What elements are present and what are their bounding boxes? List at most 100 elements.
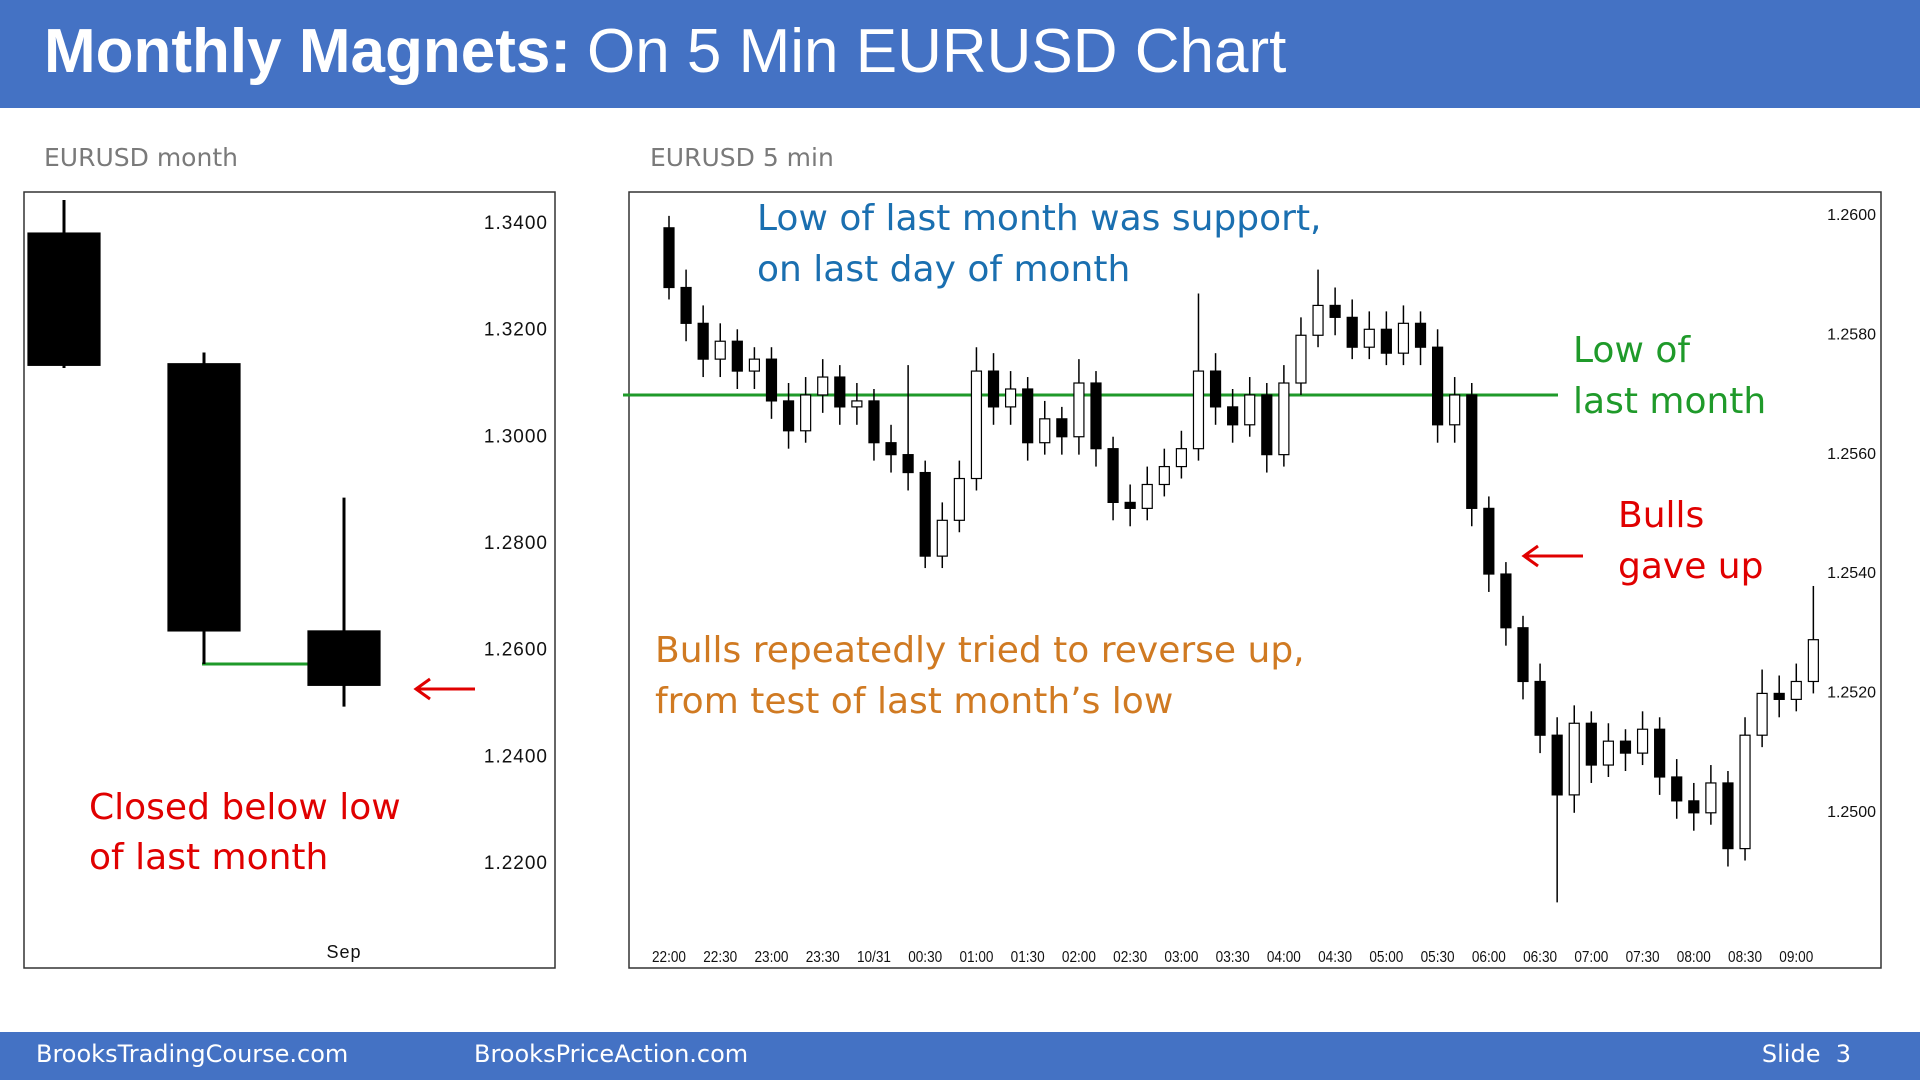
x-tick-label: 02:00 (1062, 949, 1096, 966)
candle-body (1500, 573, 1512, 629)
x-tick-label: 03:00 (1164, 949, 1198, 966)
five-min-chart-frame (628, 191, 1882, 969)
candle-body (1039, 418, 1051, 444)
annotation: Bulls (1618, 495, 1704, 536)
candle-body (167, 363, 241, 632)
candle-body (1380, 328, 1392, 354)
candle-body (936, 519, 948, 557)
candle-body (1619, 740, 1632, 754)
candle-body (1073, 382, 1085, 438)
x-tick-label: 06:30 (1523, 949, 1557, 966)
candle-body (1107, 448, 1119, 503)
y-tick-label: 1.2560 (1827, 446, 1876, 463)
candle-body (902, 454, 914, 474)
x-tick-label: 08:30 (1728, 949, 1762, 966)
candle-body (987, 370, 1000, 408)
candle-body (817, 376, 829, 396)
y-tick-label: 1.2540 (1827, 565, 1876, 582)
annotation: Low of (1573, 330, 1691, 371)
candle-body (1654, 728, 1666, 778)
candle-body (1363, 328, 1375, 348)
x-tick-label: 23:00 (754, 949, 788, 966)
candle-body (1790, 680, 1802, 700)
candle-body (953, 477, 965, 521)
candle-body (1090, 382, 1102, 450)
x-tick-label: 01:00 (959, 949, 993, 966)
x-tick-label: 04:00 (1267, 949, 1301, 966)
annotation: last month (1573, 381, 1766, 422)
candle-body (1141, 483, 1153, 509)
candle-body (1414, 322, 1427, 348)
candle-body (663, 227, 675, 289)
candle-body (1022, 388, 1034, 444)
candle-body (1278, 382, 1290, 456)
candle-body (1585, 722, 1597, 766)
candle-body (1739, 734, 1751, 850)
candle-body (885, 442, 897, 456)
candle-body (868, 400, 880, 444)
candle-body (1056, 418, 1068, 438)
annotation: Closed below low (89, 787, 401, 828)
candle-body (1568, 722, 1580, 796)
candle-body (851, 400, 863, 408)
candle-body (1483, 507, 1495, 575)
candle-body (1175, 448, 1188, 468)
candle-body (697, 322, 709, 360)
y-tick-label: 1.2520 (1827, 685, 1876, 702)
candle-body (1705, 782, 1717, 814)
y-tick-label: 1.2600 (1827, 207, 1876, 224)
candle-body (1756, 692, 1768, 736)
candle-body (1158, 465, 1170, 486)
chart: EURUSD 5 min 1.2600 1.2580 1.2560 1.2540 1.25… (623, 143, 1876, 967)
x-tick-label: Sep (326, 942, 361, 962)
x-tick-label: 00:30 (908, 949, 942, 966)
footer-bar (0, 1032, 1920, 1080)
annotation: from test of last month’s low (655, 681, 1173, 722)
arrow-five-min (1521, 544, 1583, 568)
y-tick-label: 1.2500 (1827, 804, 1876, 821)
candle-body (1671, 776, 1683, 802)
annotation: gave up (1618, 546, 1763, 587)
y-tick-label: 1.3000 (484, 426, 548, 447)
title-bold: Monthly Magnets: (44, 17, 571, 86)
candle-body (680, 286, 692, 324)
candle-body (1312, 304, 1324, 336)
candle-body (1397, 322, 1410, 354)
chart-title: EURUSD month (44, 143, 238, 172)
candle-body (834, 376, 846, 408)
candle-body (1209, 370, 1222, 408)
slide-number: Slide 3 (1762, 1040, 1851, 1068)
y-tick-label: 1.2800 (484, 533, 548, 554)
footer-center: BrooksPriceAction.com (474, 1040, 748, 1068)
y-tick-label: 1.2400 (484, 746, 548, 767)
candle-body (1722, 782, 1734, 850)
x-tick-label: 03:30 (1216, 949, 1250, 966)
x-tick-label: 02:30 (1113, 949, 1147, 966)
x-tick-label: 10/31 (857, 949, 891, 966)
chart: EURUSD month 1.3400 1.3200 1.3000 1.2800 1.26… (27, 143, 548, 962)
candle-body (748, 358, 761, 372)
candle-body (1602, 740, 1615, 766)
x-tick-label: 01:30 (1011, 949, 1045, 966)
x-tick-label: 05:00 (1369, 949, 1403, 966)
candle-body (765, 358, 778, 402)
x-tick-label: 22:30 (703, 949, 737, 966)
candle-body (919, 471, 931, 557)
x-tick-label: 05:30 (1421, 949, 1455, 966)
candle-body (1449, 394, 1461, 426)
candle-body (714, 340, 726, 360)
month-chart-frame (23, 191, 556, 969)
candle-body (1244, 394, 1256, 426)
candle-body (1346, 316, 1358, 348)
candle-body (27, 232, 101, 366)
x-tick-label: 06:00 (1472, 949, 1506, 966)
candle-body (800, 394, 812, 432)
chart-title: EURUSD 5 min (650, 143, 834, 172)
x-tick-label: 07:30 (1626, 949, 1660, 966)
candle-body (731, 340, 743, 372)
x-tick-label: 04:30 (1318, 949, 1352, 966)
candle-body (307, 630, 381, 686)
arrow-month (413, 677, 475, 701)
y-tick-label: 1.2200 (484, 853, 548, 874)
